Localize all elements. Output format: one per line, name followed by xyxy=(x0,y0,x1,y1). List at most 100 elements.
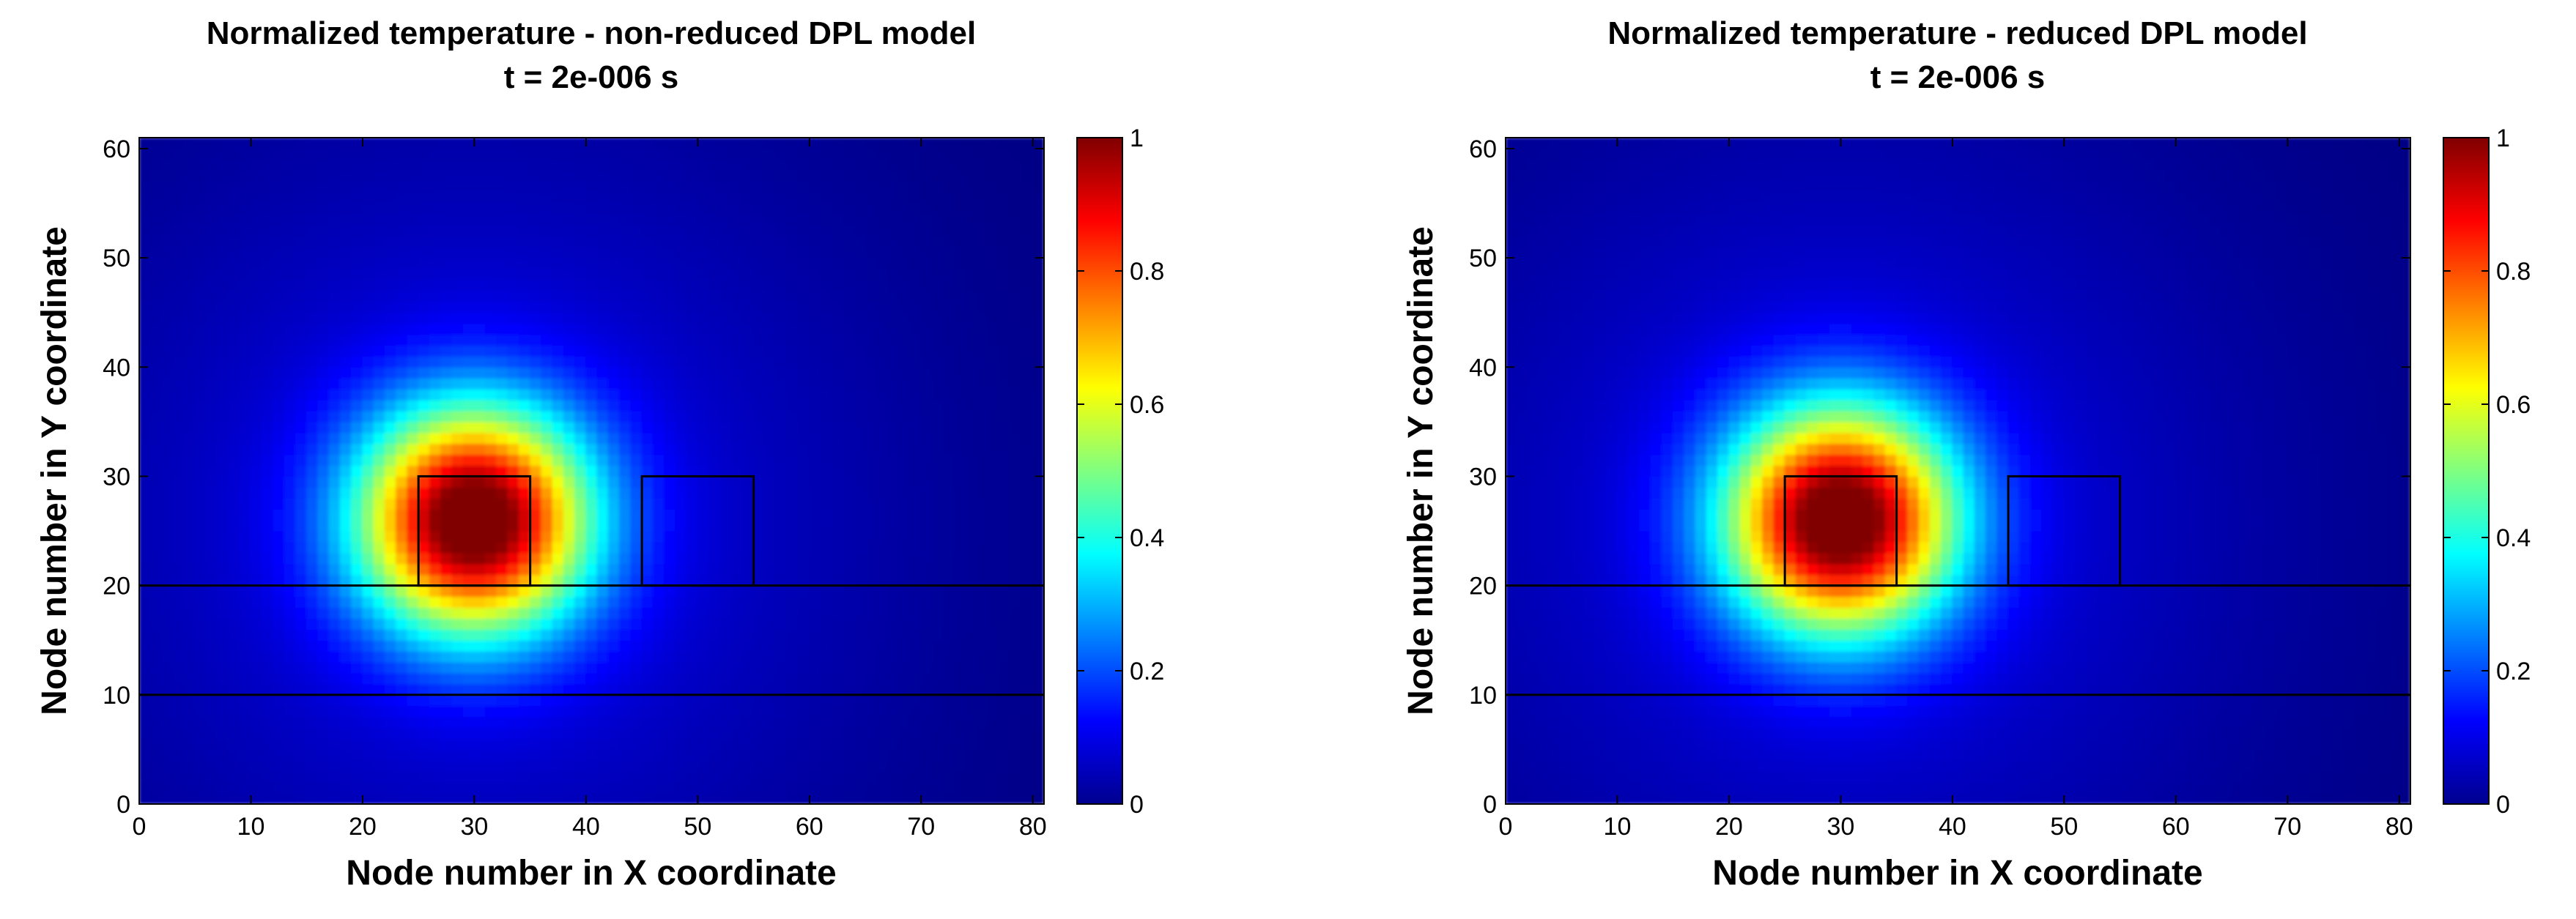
heatmap-cell xyxy=(262,257,274,269)
heatmap-cell xyxy=(205,661,218,674)
heatmap-cell xyxy=(485,170,497,182)
heatmap-cell xyxy=(284,552,297,565)
heatmap-cell xyxy=(507,781,519,794)
heatmap-cell xyxy=(317,213,330,226)
heatmap-cell xyxy=(262,661,274,674)
heatmap-cell xyxy=(518,628,531,641)
heatmap-cell xyxy=(407,246,419,258)
heatmap-cell xyxy=(429,563,442,576)
heatmap-cell xyxy=(273,781,285,794)
heatmap-cell xyxy=(473,464,486,477)
heatmap-cell xyxy=(418,279,431,291)
heatmap-cell xyxy=(183,235,196,248)
heatmap-cell xyxy=(530,443,542,455)
heatmap-cell xyxy=(898,224,911,237)
heatmap-cell xyxy=(250,508,263,521)
heatmap-cell xyxy=(418,159,431,171)
heatmap-cell xyxy=(652,170,665,182)
heatmap-cell xyxy=(563,235,576,248)
heatmap-cell xyxy=(686,792,698,804)
heatmap-cell xyxy=(217,279,229,291)
heatmap-cell xyxy=(462,585,475,598)
heatmap-cell xyxy=(183,268,196,280)
heatmap-cell xyxy=(641,726,654,740)
heatmap-cell xyxy=(172,541,185,554)
heatmap-cell xyxy=(384,181,397,193)
heatmap-cell xyxy=(172,421,185,434)
heatmap-cell xyxy=(440,235,453,248)
heatmap-cell xyxy=(149,781,163,794)
heatmap-cell xyxy=(920,159,933,171)
heatmap-cell xyxy=(183,148,196,160)
heatmap-cell xyxy=(596,595,609,609)
heatmap-cell xyxy=(585,213,598,226)
heatmap-cell xyxy=(854,585,866,598)
heatmap-cell xyxy=(652,595,665,609)
heatmap-cell xyxy=(362,344,374,357)
heatmap-cell xyxy=(1032,443,1044,455)
heatmap-cell xyxy=(641,312,654,324)
heatmap-cell xyxy=(865,312,877,324)
heatmap-cell xyxy=(909,475,922,488)
heatmap-cell xyxy=(708,694,721,707)
heatmap-cell xyxy=(585,399,598,412)
heatmap-cell xyxy=(306,235,319,248)
heatmap-cell xyxy=(396,672,408,685)
heatmap-cell xyxy=(1010,268,1023,280)
heatmap-cell xyxy=(976,246,989,258)
heatmap-cell xyxy=(473,737,486,751)
heatmap-cell xyxy=(719,770,732,783)
heatmap-cell xyxy=(842,595,855,609)
heatmap-cell xyxy=(943,552,955,565)
heatmap-cell xyxy=(797,705,810,718)
heatmap-cell xyxy=(675,781,687,794)
heatmap-cell xyxy=(328,443,341,455)
heatmap-cell xyxy=(1021,443,1034,455)
heatmap-cell xyxy=(429,399,442,412)
heatmap-cell xyxy=(485,344,497,357)
heatmap-cell xyxy=(541,726,553,740)
heatmap-cell xyxy=(295,312,308,324)
chart-left-subtitle: t = 2e-006 s xyxy=(504,59,679,95)
heatmap-cell xyxy=(976,388,989,401)
heatmap-cell xyxy=(764,650,777,663)
heatmap-cell xyxy=(396,246,408,258)
heatmap-cell xyxy=(898,443,911,455)
heatmap-cell xyxy=(675,716,687,729)
heatmap-cell xyxy=(351,563,363,576)
heatmap-cell xyxy=(541,443,553,455)
heatmap-cell xyxy=(976,694,989,707)
heatmap-cell xyxy=(194,694,207,707)
heatmap-cell xyxy=(149,737,163,751)
heatmap-cell xyxy=(619,159,632,171)
heatmap-cell xyxy=(619,432,632,444)
heatmap-cell xyxy=(429,661,442,674)
heatmap-cell xyxy=(764,552,777,565)
heatmap-cell xyxy=(205,355,218,368)
heatmap-cell xyxy=(596,138,609,149)
heatmap-cell xyxy=(462,279,475,291)
heatmap-cell xyxy=(530,170,542,182)
heatmap-cell xyxy=(362,170,374,182)
heatmap-cell xyxy=(462,617,475,630)
heatmap-cell xyxy=(518,661,531,674)
heatmap-cell xyxy=(485,486,497,499)
heatmap-cell xyxy=(149,399,163,412)
heatmap-cell xyxy=(239,464,252,477)
heatmap-cell xyxy=(865,170,877,182)
heatmap-cell xyxy=(205,301,218,313)
heatmap-cell xyxy=(574,268,587,280)
heatmap-cell xyxy=(831,432,844,444)
heatmap-cell xyxy=(809,312,821,324)
heatmap-cell xyxy=(965,421,978,434)
heatmap-cell xyxy=(373,290,386,302)
heatmap-cell xyxy=(396,377,408,390)
heatmap-cell xyxy=(228,639,240,652)
heatmap-cell xyxy=(563,377,576,390)
heatmap-cell xyxy=(741,170,755,182)
heatmap-cell xyxy=(920,301,933,313)
heatmap-cell xyxy=(686,541,698,554)
heatmap-cell xyxy=(1021,683,1034,696)
heatmap-cell xyxy=(250,563,263,576)
heatmap-cell xyxy=(988,170,1000,182)
